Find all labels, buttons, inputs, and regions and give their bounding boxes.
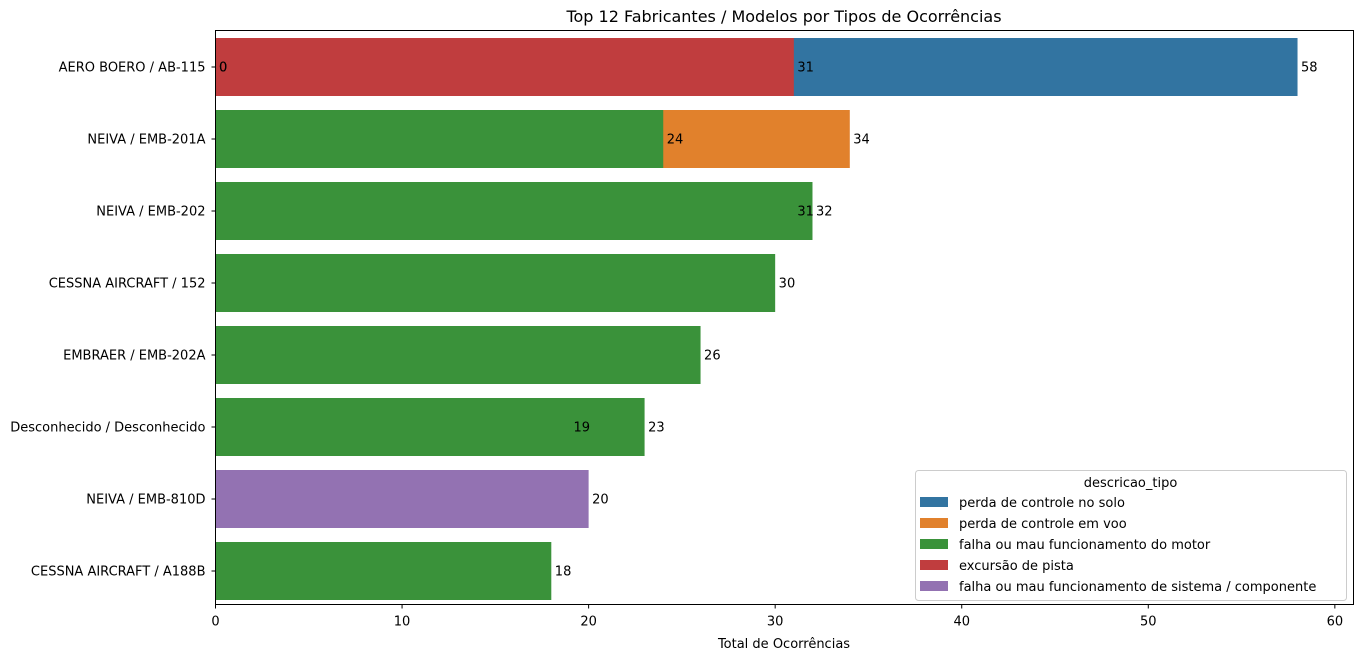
legend-swatch (920, 497, 948, 507)
bar-2-3 (215, 254, 776, 312)
bar-2-7 (215, 542, 552, 600)
plot-frame (215, 30, 1354, 605)
x-tick-label: 20 (580, 615, 597, 630)
legend-swatch (920, 539, 948, 549)
data-label: 19 (573, 421, 590, 436)
y-tick-label: NEIVA / EMB-202 (96, 205, 205, 220)
y-tick-label: NEIVA / EMB-201A (87, 133, 205, 148)
x-tick-label: 40 (953, 615, 970, 630)
y-tick-label: NEIVA / EMB-810D (86, 493, 205, 508)
y-tick-label: AERO BOERO / AB-115 (59, 61, 206, 76)
data-label: 34 (853, 133, 870, 148)
data-label: 31 (797, 205, 814, 220)
bar-2-5 (215, 398, 645, 456)
data-label: 23 (648, 421, 665, 436)
y-tick-label: CESSNA AIRCRAFT / A188B (31, 565, 206, 580)
legend-entry: excursão de pista (959, 559, 1074, 574)
bar-3-0 (215, 38, 794, 96)
chart-title: Top 12 Fabricantes / Modelos por Tipos d… (565, 7, 1001, 26)
legend-title: descricao_tipo (1084, 476, 1178, 491)
data-label: 20 (592, 493, 609, 508)
legend-entry: perda de controle no solo (959, 496, 1125, 511)
x-tick-label: 30 (767, 615, 784, 630)
legend-swatch (920, 581, 948, 591)
data-label: 26 (704, 349, 721, 364)
data-label: 31 (797, 61, 814, 76)
data-label: 0 (219, 61, 227, 76)
legend-entry: falha ou mau funcionamento do motor (959, 538, 1211, 553)
legend-box (915, 470, 1347, 601)
y-tick-label: EMBRAER / EMB-202A (63, 349, 205, 364)
bar-2-2 (215, 182, 813, 240)
legend-entry: falha ou mau funcionamento de sistema / … (959, 580, 1316, 595)
bar-2-4 (215, 326, 701, 384)
x-axis: 0 10 20 30 40 50 60 (211, 604, 1344, 630)
data-label: 0 (219, 61, 227, 76)
x-tick-label: 10 (394, 615, 411, 630)
y-tick-label: Desconhecido / Desconhecido (10, 421, 205, 436)
data-label: 32 (816, 205, 833, 220)
x-tick-label: 60 (1327, 615, 1344, 630)
bars-layer (215, 38, 1298, 600)
data-label: 24 (667, 133, 684, 148)
y-axis: AERO BOERO / AB-115 NEIVA / EMB-201A NEIVA… (10, 61, 216, 580)
bar-4-6 (215, 470, 589, 528)
legend-swatch (920, 560, 948, 570)
data-label: 18 (555, 565, 572, 580)
data-label: 30 (779, 277, 796, 292)
data-label: 58 (1301, 61, 1318, 76)
x-axis-label: Total de Ocorrências (717, 637, 850, 652)
x-tick-label: 0 (211, 615, 219, 630)
legend-swatch (920, 518, 948, 528)
legend-entry: perda de controle em voo (959, 517, 1127, 532)
y-tick-label: CESSNA AIRCRAFT / 152 (49, 277, 206, 292)
x-tick-label: 50 (1140, 615, 1157, 630)
bar-2-1 (215, 110, 664, 168)
